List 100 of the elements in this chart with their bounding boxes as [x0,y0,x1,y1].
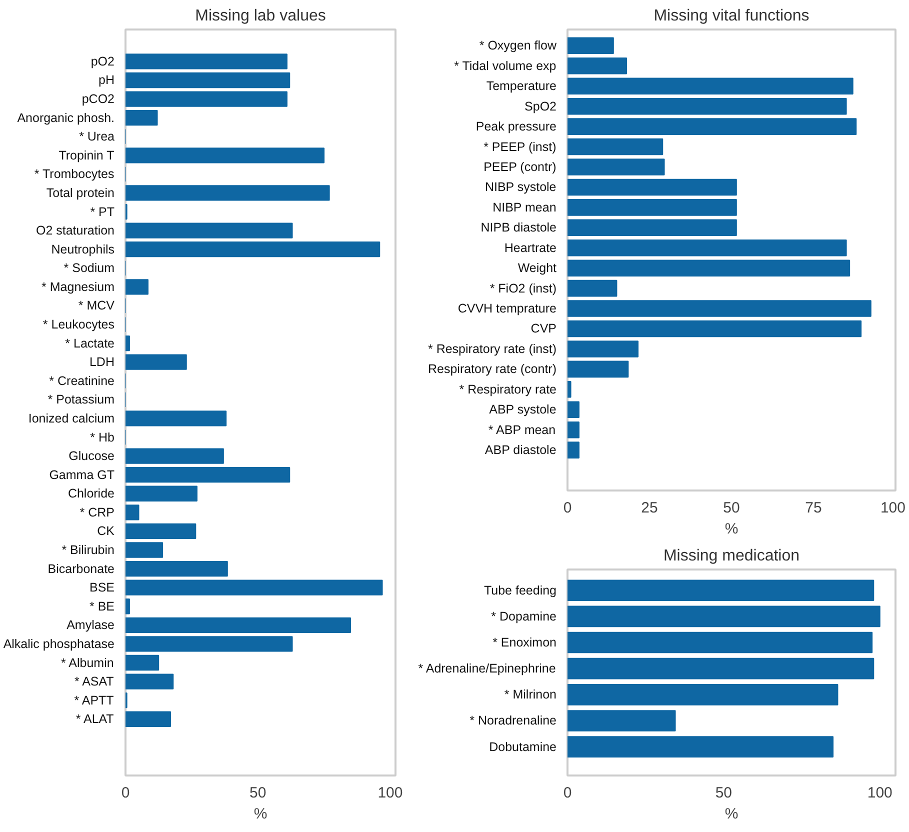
chart-title: Missing lab values [195,8,326,24]
bar [126,636,293,652]
x-tick-label: 100 [880,500,906,516]
bar [568,118,857,135]
y-tick-label: * Sodium [64,261,115,276]
y-tick-label: Tube feeding [484,583,557,598]
bar [126,242,380,258]
bar [568,219,737,236]
x-axis-title: % [724,520,738,538]
bar [568,58,628,74]
bar [126,335,130,352]
y-tick-label: * Potassium [48,392,115,407]
y-tick-label: SpO2 [524,99,557,114]
y-tick-label: Glucose [68,449,115,464]
y-tick-label: CVVH temprature [458,302,557,316]
bar [568,78,854,94]
y-tick-label: BSE [89,580,115,595]
bar [126,486,198,502]
y-tick-label: Bicarbonate [48,562,115,576]
y-tick-label: ABP systole [489,402,556,417]
bar [568,280,618,297]
x-tick-label: 50 [250,784,266,802]
x-tick-label: 50 [715,784,732,802]
x-tick-label: 0 [121,784,130,802]
bar [126,674,174,690]
y-tick-label: * CRP [80,505,115,520]
y-tick-label: * Hb [90,430,115,444]
y-tick-label: * Adrenaline/Epinephrine [418,662,556,676]
y-tick-label: * Oxygen flow [479,38,558,53]
y-tick-label: * PT [90,204,115,219]
y-tick-label: Tropinin T [58,148,115,162]
y-tick-label: * FiO2 (inst) [490,281,557,296]
bar [568,632,873,654]
y-tick-label: * ASAT [74,674,114,689]
x-tick-label: 100 [378,784,403,802]
bar [568,401,580,418]
y-tick-label: * Milrinon [504,688,557,702]
bar [126,148,325,164]
bar [568,138,664,156]
bar [568,360,629,378]
y-tick-label: pO2 [90,54,115,68]
y-tick-label: * PEEP (inst) [484,140,556,154]
bar [126,467,290,483]
bar [126,617,351,633]
y-tick-label: * Respiratory rate (inst) [428,342,557,356]
bar [126,504,140,520]
bar [126,448,224,464]
y-tick-label: pH [98,73,115,88]
y-tick-label: pCO2 [82,92,115,106]
bar [568,199,737,216]
y-tick-label: O2 staturation [36,224,115,238]
bar [568,98,847,115]
y-tick-label: Weight [518,261,558,276]
bar [126,654,160,671]
bar [126,54,288,70]
bar [126,279,148,295]
y-tick-label: * Bilirubin [62,543,115,558]
bar [568,158,665,176]
x-tick-label: 75 [805,500,822,516]
bar [568,260,850,276]
y-tick-label: Chloride [68,486,115,501]
bar [568,684,838,706]
bar [126,523,196,540]
y-tick-label: * Respiratory rate [459,382,557,396]
x-axis-title: % [724,806,738,822]
bar [568,736,834,758]
bar [126,560,228,577]
bar [126,580,383,596]
y-tick-label: * BE [89,599,115,614]
y-tick-label: Peak pressure [476,120,557,134]
y-tick-label: NIBP mean [492,200,556,214]
bar [568,320,862,338]
bar [126,185,330,201]
bar [126,354,187,370]
bar [126,222,293,238]
bar [568,37,614,54]
bar [568,421,580,438]
y-tick-label: * Creatinine [49,374,115,388]
bar [568,239,847,256]
x-tick-label: 0 [563,784,572,802]
y-tick-label: Dobutamine [489,740,557,754]
bar [126,91,288,107]
y-tick-label: PEEP (contr) [484,160,556,174]
y-tick-label: Respiratory rate (contr) [428,362,557,376]
bar [568,381,572,398]
y-tick-label: Neutrophils [51,242,115,256]
y-tick-label: Anorganic phosh. [17,110,115,125]
y-tick-label: * ABP mean [488,422,556,437]
y-tick-label: * Trombocytes [34,167,114,182]
bar [126,542,164,558]
bar [568,340,639,358]
bar [568,300,872,317]
y-tick-label: * Dopamine [491,609,557,624]
bar [126,410,227,426]
y-tick-label: * MCV [78,298,116,313]
y-tick-label: * Enoximon [492,636,557,650]
y-tick-label: CVP [530,322,556,336]
y-tick-label: Heartrate [504,240,557,255]
y-tick-label: * Albumin [61,656,114,670]
bar [568,580,874,602]
